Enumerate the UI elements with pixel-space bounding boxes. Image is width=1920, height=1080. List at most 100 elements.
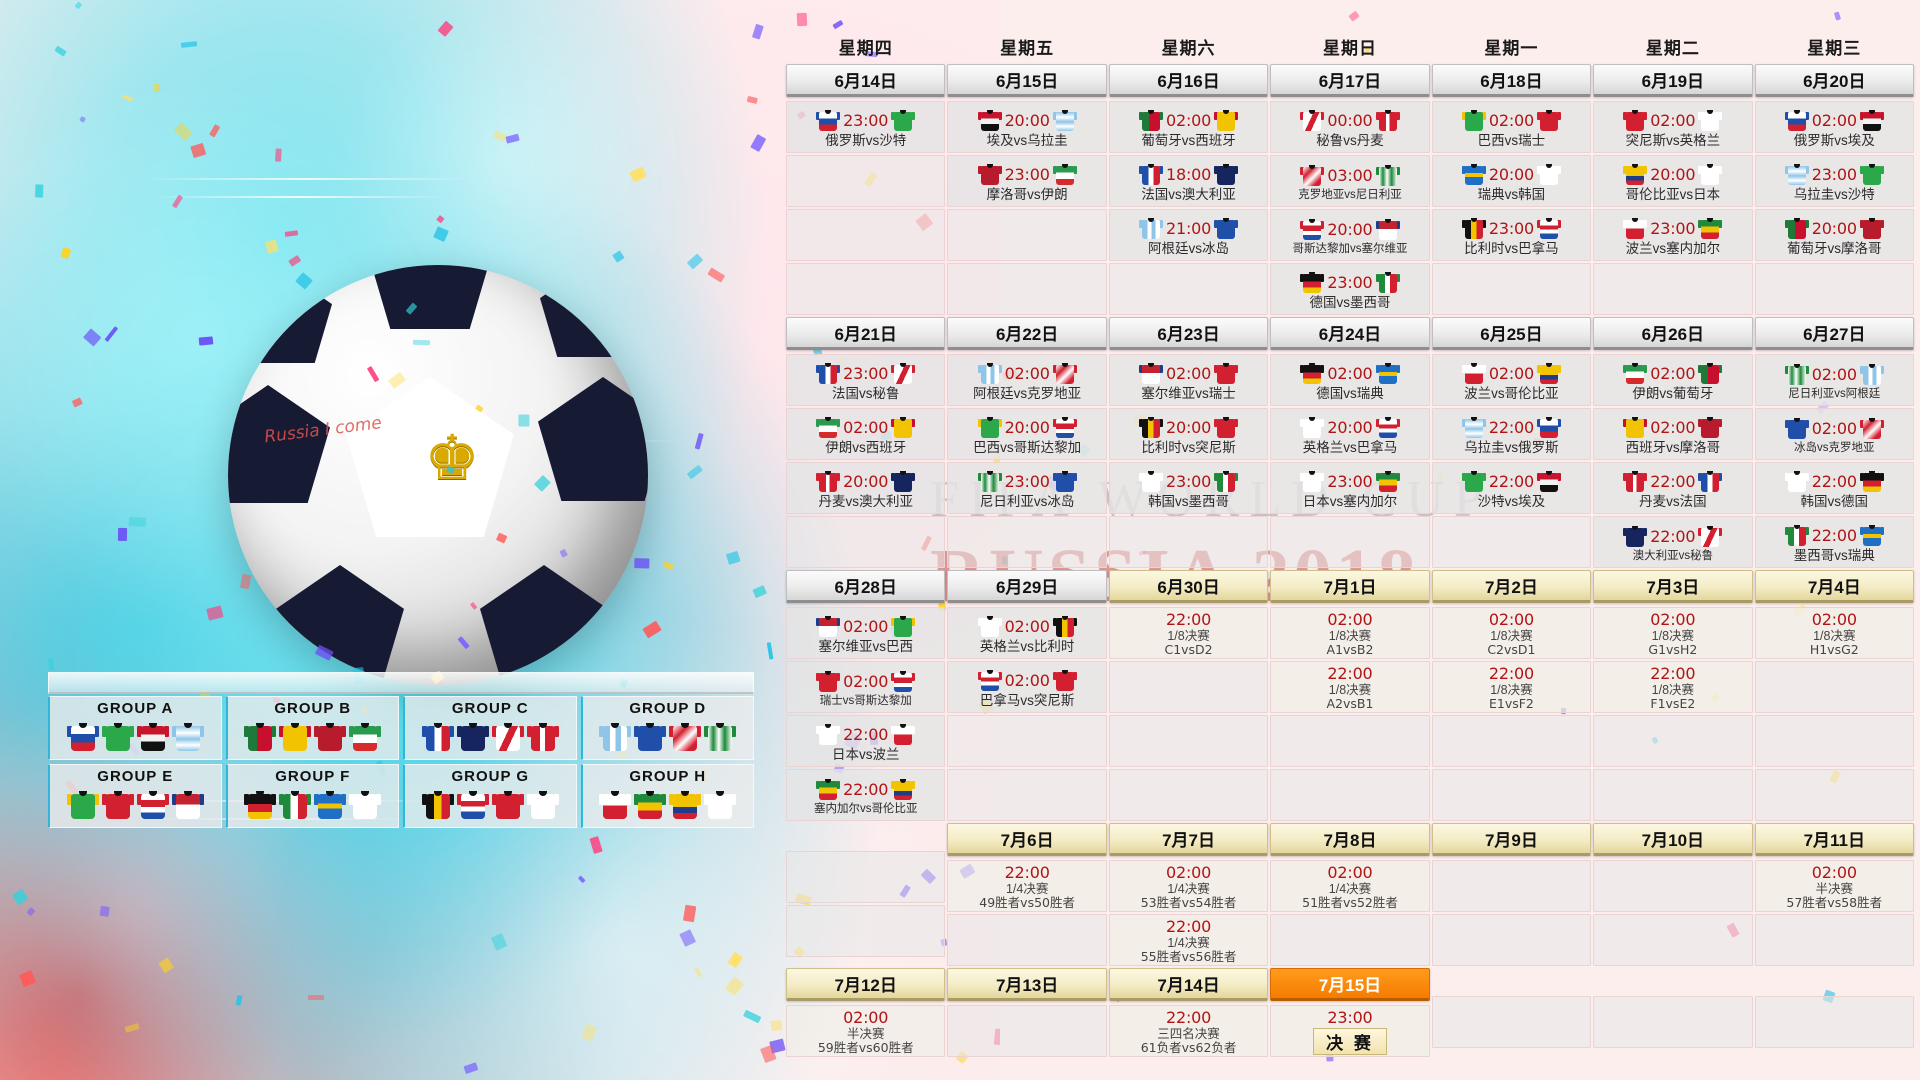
match-card[interactable]: 02:00 阿根廷vs克罗地亚	[947, 354, 1107, 406]
date-header-6月22日[interactable]: 6月22日	[947, 317, 1107, 350]
match-card[interactable]: 02:00 塞尔维亚vs巴西	[786, 607, 946, 659]
match-card[interactable]: 23:00 摩洛哥vs伊朗	[947, 155, 1107, 207]
match-card[interactable]: 20:00 葡萄牙vs摩洛哥	[1754, 209, 1914, 261]
date-header-6月21日[interactable]: 6月21日	[786, 317, 946, 350]
match-card[interactable]: 23:00 尼日利亚vs冰岛	[947, 462, 1107, 514]
match-card[interactable]: 02:00 波兰vs哥伦比亚	[1431, 354, 1592, 406]
group-box-group-d[interactable]: GROUP D	[580, 696, 754, 760]
date-header-6月23日[interactable]: 6月23日	[1108, 317, 1269, 350]
date-header-7月7日[interactable]: 7月7日	[1108, 823, 1269, 856]
group-box-group-f[interactable]: GROUP F	[225, 764, 399, 828]
match-card[interactable]: 02:00 突尼斯vs英格兰	[1593, 101, 1753, 153]
match-card[interactable]: 23:00 德国vs墨西哥	[1270, 263, 1430, 315]
match-card[interactable]: 20:00 比利时vs突尼斯	[1108, 408, 1269, 460]
date-header-6月30日[interactable]: 6月30日	[1108, 570, 1269, 603]
date-header-6月24日[interactable]: 6月24日	[1270, 317, 1430, 350]
match-card[interactable]: 22:00 1/8决赛 E1vsF2	[1431, 661, 1592, 713]
match-card[interactable]: 22:00 墨西哥vs瑞典	[1754, 516, 1914, 568]
date-header-6月27日[interactable]: 6月27日	[1754, 317, 1914, 350]
match-card[interactable]: 02:00 1/8决赛 C2vsD1	[1431, 607, 1592, 659]
match-card[interactable]: 02:00 巴拿马vs突尼斯	[947, 661, 1107, 713]
date-header-6月19日[interactable]: 6月19日	[1593, 64, 1753, 97]
match-card[interactable]: 02:00 葡萄牙vs西班牙	[1108, 101, 1269, 153]
match-card[interactable]: 22:00 1/8决赛 C1vsD2	[1108, 607, 1269, 659]
match-card[interactable]: 02:00 冰岛vs克罗地亚	[1754, 408, 1914, 460]
date-header-6月17日[interactable]: 6月17日	[1270, 64, 1430, 97]
match-card[interactable]: 20:00 英格兰vs巴拿马	[1270, 408, 1430, 460]
match-card[interactable]: 03:00 克罗地亚vs尼日利亚	[1270, 155, 1430, 207]
group-box-group-g[interactable]: GROUP G	[403, 764, 577, 828]
match-card[interactable]: 02:00 半决赛 59胜者vs60胜者	[786, 1005, 946, 1057]
match-card[interactable]: 02:00 俄罗斯vs埃及	[1754, 101, 1914, 153]
match-card[interactable]: 02:00 巴西vs瑞士	[1431, 101, 1592, 153]
match-card[interactable]: 02:00 瑞士vs哥斯达黎加	[786, 661, 946, 713]
match-card[interactable]: 20:00 丹麦vs澳大利亚	[786, 462, 946, 514]
match-card[interactable]: 02:00 塞尔维亚vs瑞士	[1108, 354, 1269, 406]
date-header-7月1日[interactable]: 7月1日	[1270, 570, 1430, 603]
group-box-group-b[interactable]: GROUP B	[225, 696, 399, 760]
date-header-7月15日[interactable]: 7月15日	[1270, 968, 1430, 1001]
match-card[interactable]: 22:00 三四名决赛 61负者vs62负者	[1108, 1005, 1269, 1057]
match-card[interactable]: 22:00 澳大利亚vs秘鲁	[1593, 516, 1753, 568]
match-card[interactable]: 20:00 哥伦比亚vs日本	[1593, 155, 1753, 207]
match-card[interactable]: 02:00 伊朗vs葡萄牙	[1593, 354, 1753, 406]
match-card[interactable]: 22:00 1/8决赛 A2vsB1	[1270, 661, 1430, 713]
date-header-7月13日[interactable]: 7月13日	[947, 968, 1107, 1001]
group-box-group-h[interactable]: GROUP H	[580, 764, 754, 828]
date-header-6月26日[interactable]: 6月26日	[1593, 317, 1753, 350]
date-header-6月15日[interactable]: 6月15日	[947, 64, 1107, 97]
group-box-group-c[interactable]: GROUP C	[403, 696, 577, 760]
match-card[interactable]: 22:00 日本vs波兰	[786, 715, 946, 767]
match-card[interactable]: 23:00 波兰vs塞内加尔	[1593, 209, 1753, 261]
match-card[interactable]: 02:00 1/4决赛 53胜者vs54胜者	[1108, 860, 1269, 912]
match-card[interactable]: 22:00 1/8决赛 F1vsE2	[1593, 661, 1753, 713]
date-header-7月3日[interactable]: 7月3日	[1593, 570, 1753, 603]
match-card[interactable]: 22:00 1/4决赛 55胜者vs56胜者	[1108, 914, 1269, 966]
match-card[interactable]: 00:00 秘鲁vs丹麦	[1270, 101, 1430, 153]
match-card[interactable]: 02:00 西班牙vs摩洛哥	[1593, 408, 1753, 460]
match-card[interactable]: 02:00 半决赛 57胜者vs58胜者	[1754, 860, 1914, 912]
date-header-6月14日[interactable]: 6月14日	[786, 64, 946, 97]
match-card[interactable]: 02:00 1/8决赛 A1vsB2	[1270, 607, 1430, 659]
date-header-7月4日[interactable]: 7月4日	[1754, 570, 1914, 603]
match-card[interactable]: 20:00 埃及vs乌拉圭	[947, 101, 1107, 153]
match-card[interactable]: 23:00 法国vs秘鲁	[786, 354, 946, 406]
group-box-group-a[interactable]: GROUP A	[48, 696, 222, 760]
date-header-7月9日[interactable]: 7月9日	[1431, 823, 1592, 856]
date-header-7月11日[interactable]: 7月11日	[1754, 823, 1914, 856]
date-header-7月14日[interactable]: 7月14日	[1108, 968, 1269, 1001]
match-card[interactable]: 22:00 韩国vs德国	[1754, 462, 1914, 514]
date-header-6月29日[interactable]: 6月29日	[947, 570, 1107, 603]
match-card[interactable]: 23:00 日本vs塞内加尔	[1270, 462, 1430, 514]
date-header-6月20日[interactable]: 6月20日	[1754, 64, 1914, 97]
date-header-7月10日[interactable]: 7月10日	[1593, 823, 1753, 856]
match-card[interactable]: 22:00 丹麦vs法国	[1593, 462, 1753, 514]
match-card[interactable]: 22:00 1/4决赛 49胜者vs50胜者	[947, 860, 1107, 912]
date-header-7月6日[interactable]: 7月6日	[947, 823, 1107, 856]
date-header-7月12日[interactable]: 7月12日	[786, 968, 946, 1001]
date-header-6月16日[interactable]: 6月16日	[1108, 64, 1269, 97]
match-card[interactable]: 23:00 乌拉圭vs沙特	[1754, 155, 1914, 207]
date-header-7月8日[interactable]: 7月8日	[1270, 823, 1430, 856]
match-card[interactable]: 02:00 尼日利亚vs阿根廷	[1754, 354, 1914, 406]
match-card[interactable]: 21:00 阿根廷vs冰岛	[1108, 209, 1269, 261]
match-card[interactable]: 22:00 沙特vs埃及	[1431, 462, 1592, 514]
match-card[interactable]: 23:00 比利时vs巴拿马	[1431, 209, 1592, 261]
match-card[interactable]: 20:00 巴西vs哥斯达黎加	[947, 408, 1107, 460]
match-card[interactable]: 02:00 德国vs瑞典	[1270, 354, 1430, 406]
match-card[interactable]: 02:00 伊朗vs西班牙	[786, 408, 946, 460]
match-card[interactable]: 02:00 1/8决赛 H1vsG2	[1754, 607, 1914, 659]
match-card[interactable]: 23:00 韩国vs墨西哥	[1108, 462, 1269, 514]
match-card[interactable]: 18:00 法国vs澳大利亚	[1108, 155, 1269, 207]
date-header-7月2日[interactable]: 7月2日	[1431, 570, 1592, 603]
match-card[interactable]: 02:00 1/8决赛 G1vsH2	[1593, 607, 1753, 659]
date-header-6月25日[interactable]: 6月25日	[1431, 317, 1592, 350]
date-header-6月18日[interactable]: 6月18日	[1431, 64, 1592, 97]
group-box-group-e[interactable]: GROUP E	[48, 764, 222, 828]
match-card[interactable]: 02:00 英格兰vs比利时	[947, 607, 1107, 659]
match-card[interactable]: 20:00 瑞典vs韩国	[1431, 155, 1592, 207]
match-card[interactable]: 23:00 俄罗斯vs沙特	[786, 101, 946, 153]
match-card[interactable]: 22:00 乌拉圭vs俄罗斯	[1431, 408, 1592, 460]
match-card[interactable]: 23:00 决 赛	[1270, 1005, 1430, 1057]
date-header-6月28日[interactable]: 6月28日	[786, 570, 946, 603]
